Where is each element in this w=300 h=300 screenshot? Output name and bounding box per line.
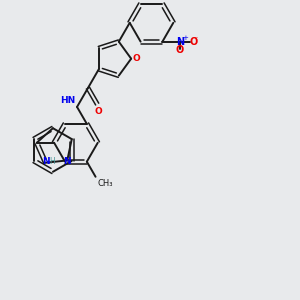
- Text: N: N: [63, 157, 71, 166]
- Text: O: O: [190, 37, 198, 47]
- Text: H: H: [50, 157, 56, 166]
- Text: O: O: [132, 54, 140, 63]
- Text: N: N: [42, 157, 50, 166]
- Text: N: N: [176, 37, 184, 47]
- Text: +: +: [182, 35, 188, 41]
- Text: ⁻: ⁻: [194, 34, 198, 43]
- Text: O: O: [176, 45, 184, 55]
- Text: HN: HN: [60, 96, 75, 105]
- Text: CH₃: CH₃: [98, 179, 113, 188]
- Text: O: O: [94, 107, 102, 116]
